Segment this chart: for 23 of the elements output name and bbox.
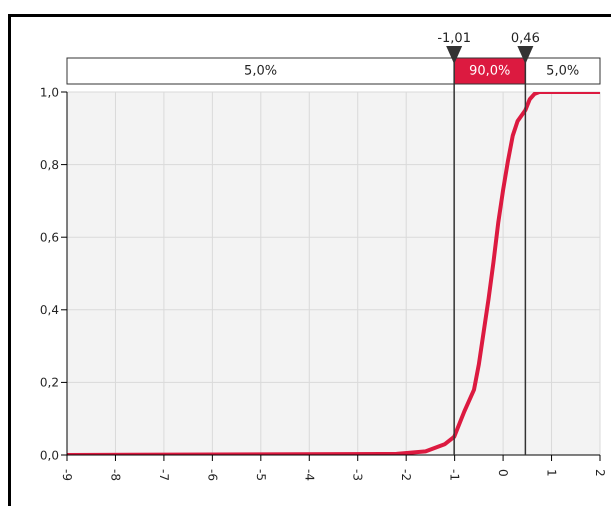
text: 90,0% <box>469 64 510 78</box>
ref-line-label: -1,01 <box>437 31 471 46</box>
y-tick-label: 0,4 <box>40 303 59 318</box>
x-tick-label: 2 <box>593 469 607 477</box>
x-tick-label: -5 <box>254 469 268 481</box>
x-tick-label: -2 <box>399 469 414 481</box>
x-tick-label: -4 <box>302 469 316 481</box>
y-tick-label: 0,8 <box>40 158 59 172</box>
y-tick-label: 0,0 <box>40 448 59 462</box>
text: 5,0% <box>244 64 278 78</box>
y-tick-label: 0,2 <box>40 376 59 390</box>
ref-line-label: 0,46 <box>510 31 540 46</box>
x-tick-label: -7 <box>156 469 171 481</box>
y-tick-label: 0,6 <box>40 230 59 244</box>
text: 5,0% <box>546 64 580 78</box>
y-tick-label: 1,0 <box>40 85 59 100</box>
x-tick-label: -1 <box>448 469 462 481</box>
x-tick-label: 0 <box>496 469 510 477</box>
x-tick-label: 1 <box>544 469 559 477</box>
x-tick-label: -3 <box>350 469 365 481</box>
x-tick-label: -9 <box>60 469 74 481</box>
x-tick-label: -8 <box>108 469 122 481</box>
x-tick-label: -6 <box>205 469 220 481</box>
